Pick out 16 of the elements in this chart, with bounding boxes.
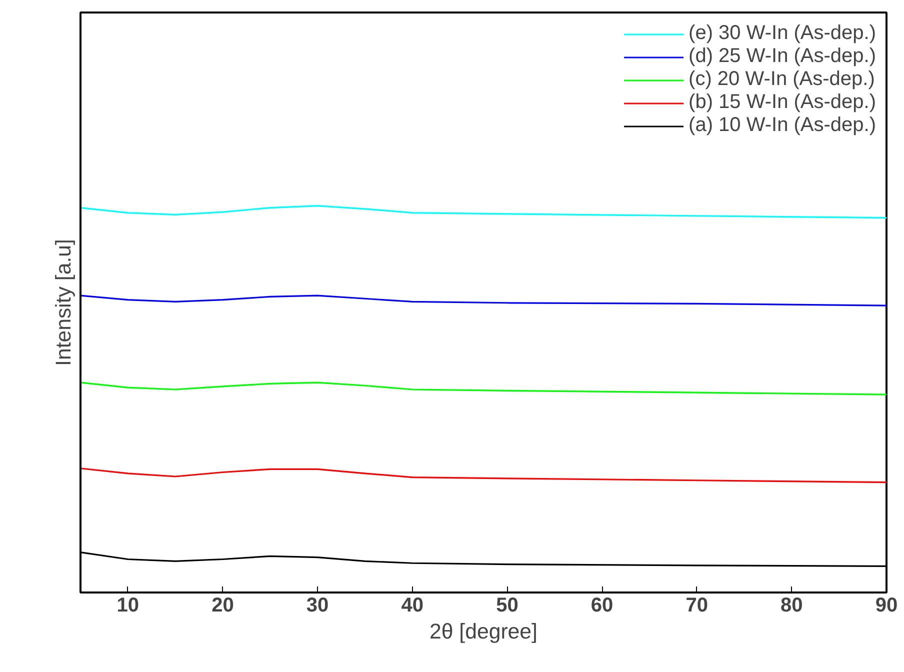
legend-label: (a) 10 W-In (As-dep.) — [688, 114, 876, 137]
x-tick-label: 50 — [496, 594, 518, 616]
legend-label: (d) 25 W-In (As-dep.) — [688, 45, 876, 68]
x-tick-label: 70 — [686, 594, 708, 616]
x-tick-label: 90 — [875, 594, 898, 616]
x-tick-label: 10 — [116, 594, 140, 616]
x-tick-label: 40 — [401, 594, 424, 616]
y-axis-title: Intensity [a.u] — [52, 239, 76, 366]
legend-label: (e) 30 W-In (As-dep.) — [688, 22, 876, 45]
legend-label: (b) 15 W-In (As-dep.) — [688, 91, 876, 114]
x-tick-label: 80 — [780, 594, 803, 616]
legend-label: (c) 20 W-In (As-dep.) — [688, 68, 875, 91]
x-tick-label: 30 — [306, 594, 329, 616]
x-tick-label: 20 — [212, 594, 234, 616]
x-axis-title: 2θ [degree] — [430, 620, 538, 644]
x-tick-label: 60 — [590, 594, 614, 616]
